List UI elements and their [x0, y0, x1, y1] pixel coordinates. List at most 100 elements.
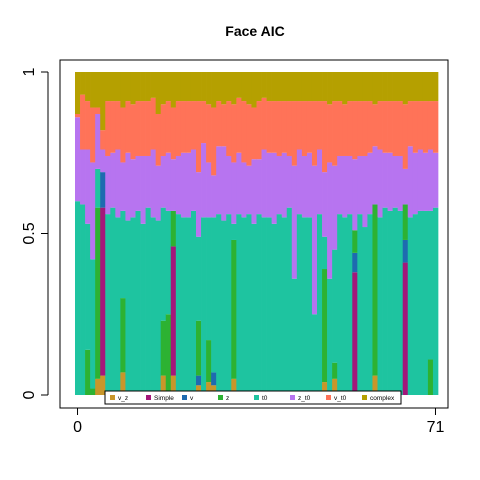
bar-segment-complex	[261, 72, 267, 98]
bar-segment-z-t0	[75, 117, 81, 202]
bar-segment-v-t0	[160, 104, 167, 156]
bar-segment-t0	[327, 278, 333, 395]
bar-segment-complex	[226, 72, 232, 102]
bar-segment-z-t0	[125, 152, 131, 221]
bar-segment-v-t0	[377, 101, 383, 150]
bar-segment-complex	[392, 72, 399, 102]
bar-segment-complex	[291, 72, 298, 102]
bar-segment-t0	[427, 210, 434, 360]
bar-segment-complex	[80, 72, 86, 95]
bar-segment-t0	[261, 217, 267, 395]
bar-segment-complex	[332, 72, 338, 102]
bar-segment-complex	[342, 72, 348, 105]
bar-segment-t0	[110, 207, 116, 395]
bar-segment-complex	[135, 72, 141, 102]
bar-segment-z-t0	[322, 172, 328, 237]
bar-segment-v-t0	[342, 104, 348, 156]
bar-segment-t0	[342, 217, 348, 395]
bar-segment-complex	[412, 72, 419, 102]
bar-segment-z-t0	[432, 152, 439, 208]
bar-segment-v-t0	[175, 101, 182, 156]
bar-segment-complex	[120, 72, 126, 108]
bar-segment-v-z	[332, 378, 338, 395]
bar-segment-complex	[206, 72, 212, 105]
legend-swatch-v	[182, 395, 187, 400]
bar-segment-complex	[367, 72, 373, 102]
bar-segment-t0	[135, 210, 141, 395]
legend-box	[104, 390, 402, 405]
bar-segment-v-t0	[387, 101, 393, 153]
bar-segment-t0	[80, 204, 86, 395]
bar-segment-v-t0	[170, 107, 177, 160]
bar-segment-t0	[281, 217, 288, 395]
bar-segment-v-t0	[296, 101, 303, 150]
legend-swatch-t0	[254, 395, 259, 400]
bar-segment-t0	[296, 214, 303, 395]
bar-segment-z	[322, 269, 328, 383]
bar-segment-v-t0	[372, 104, 378, 147]
bar-segment-t0	[115, 217, 121, 395]
bar-segment-v-t0	[85, 101, 91, 150]
bar-segment-z-t0	[306, 152, 313, 218]
bar-segment-t0	[271, 223, 278, 395]
bar-segment-z-t0	[115, 149, 121, 218]
bar-segment-z-t0	[246, 165, 252, 215]
bar-segment-t0	[362, 227, 368, 395]
bar-segment-z	[120, 298, 126, 373]
bar-segment-z-t0	[180, 152, 187, 218]
legend-swatch-simple	[146, 395, 151, 400]
bar-segment-complex	[311, 72, 318, 102]
bar-segment-v-t0	[337, 101, 343, 156]
bar-segment-v-t0	[256, 101, 262, 160]
bar-segment-v-t0	[236, 97, 242, 153]
bar-segment-v-z	[231, 378, 237, 395]
bar-segment-v-t0	[322, 101, 328, 173]
bar-segment-z-t0	[135, 155, 141, 211]
y-tick-label: 1	[21, 67, 38, 76]
bar-segment-t0	[392, 207, 399, 395]
bar-segment-t0	[276, 214, 283, 395]
bar-segment-complex	[85, 72, 91, 102]
bar-segment-complex	[175, 72, 182, 102]
bar-segment-v-t0	[412, 101, 419, 153]
legend-label: v_z	[118, 395, 128, 402]
bar-segment-z-t0	[342, 155, 348, 218]
bar-segment-z-t0	[311, 165, 318, 315]
bar-segment-t0	[140, 223, 146, 395]
bar-segment-v-t0	[100, 130, 106, 150]
bar-segment-z-t0	[170, 159, 177, 211]
bar-segment-z-t0	[382, 152, 388, 208]
bar-segment-v-t0	[95, 107, 101, 114]
bar-segment-t0	[95, 168, 101, 208]
bar-segment-complex	[256, 72, 262, 102]
bar-segment-v-t0	[271, 101, 278, 153]
bar-segment-z-t0	[211, 175, 217, 218]
bar-segment-v-t0	[332, 101, 338, 166]
bar-segment-v-t0	[317, 101, 323, 150]
legend-label: z	[226, 395, 229, 402]
x-tick-label: 0	[73, 419, 82, 436]
chart-title: Face AIC	[225, 23, 284, 39]
bar-segment-z-t0	[110, 152, 116, 208]
bar-segment-v-t0	[306, 101, 313, 153]
bar-segment-t0	[165, 210, 172, 315]
bar-segment-v-t0	[216, 101, 222, 147]
bar-segment-complex	[75, 72, 81, 114]
bar-segment-t0	[85, 223, 91, 350]
legend-label: v	[190, 395, 194, 402]
bar-segment-v-t0	[432, 101, 439, 153]
bar-segment-z-t0	[427, 149, 434, 211]
bar-segment-v-t0	[105, 101, 111, 156]
bar-segment-t0	[306, 217, 313, 395]
bar-segment-v-t0	[226, 101, 232, 156]
bar-segment-z-t0	[301, 155, 308, 218]
bar-segment-complex	[201, 72, 207, 102]
bar-segment-t0	[125, 220, 131, 395]
bar-segment-t0	[196, 236, 202, 321]
y-tick-label: 0	[21, 390, 38, 399]
bar-segment-v-t0	[422, 101, 429, 153]
bar-segment-v-t0	[266, 101, 272, 153]
bar-segment-z-t0	[190, 149, 197, 211]
bar-segment-z-t0	[397, 155, 404, 211]
bar-segment-z-t0	[412, 152, 419, 215]
